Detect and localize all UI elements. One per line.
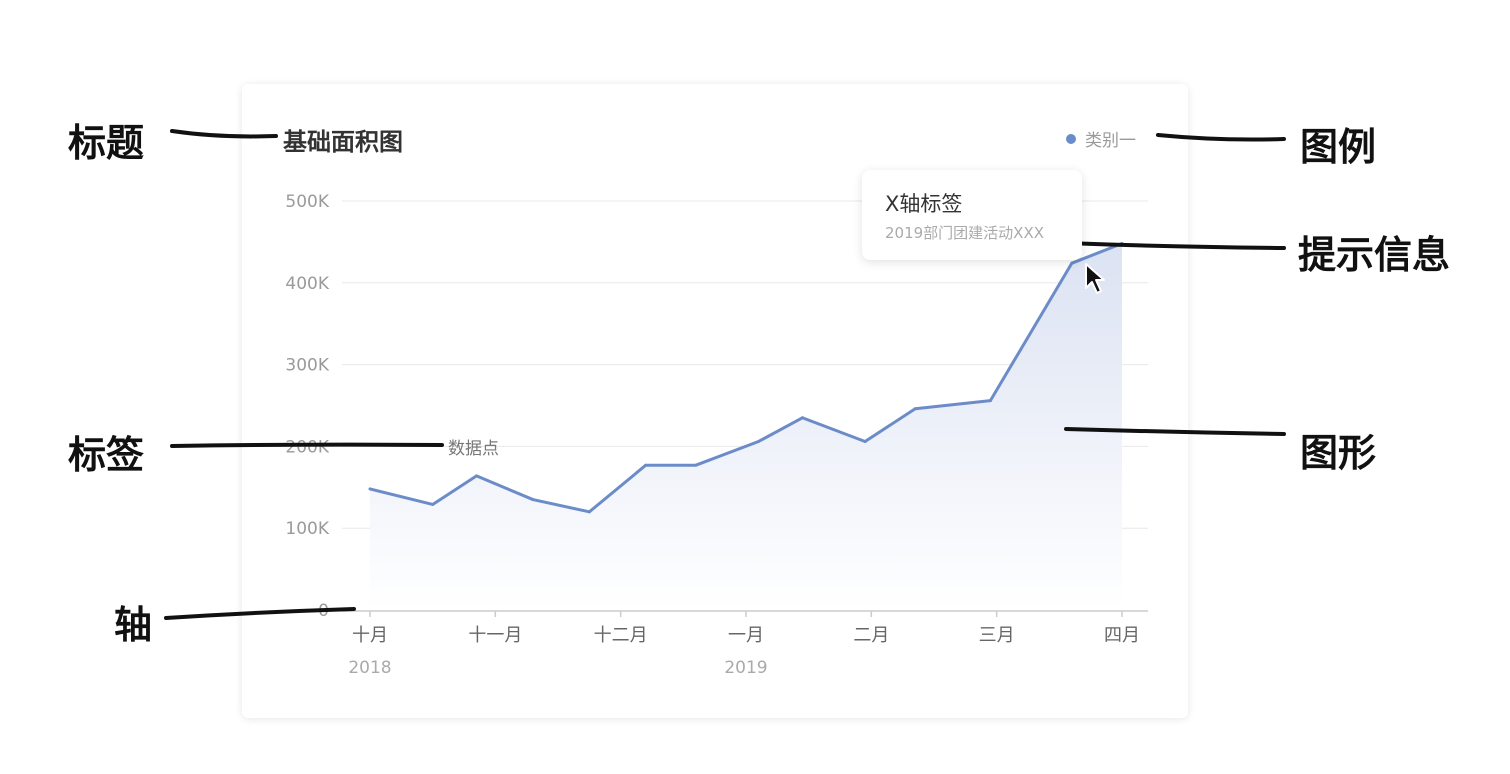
y-tick-label: 400K	[285, 274, 329, 294]
data-point	[644, 463, 648, 467]
legend-marker-icon	[1066, 133, 1076, 144]
data-point	[757, 439, 761, 443]
data-point	[694, 463, 698, 467]
x-tick-label: 四月	[1104, 625, 1140, 646]
annotation-tooltip-leader	[1064, 241, 1286, 250]
y-tick-label: 500K	[285, 192, 329, 212]
data-point	[800, 416, 804, 420]
tooltip-title: X轴标签	[885, 192, 963, 216]
data-point	[531, 498, 535, 502]
tooltip: X轴标签 2019部门团建活动XXX	[862, 170, 1082, 260]
annotation-tooltip: 提示信息	[1298, 233, 1451, 277]
tooltip-subtitle: 2019部门团建活动XXX	[885, 224, 1045, 242]
data-point	[368, 487, 372, 491]
series-line	[369, 242, 1123, 514]
x-year-label: 2018	[348, 658, 391, 678]
annotation-legend: 图例	[1300, 125, 1377, 169]
legend[interactable]: 类别一	[1066, 126, 1136, 151]
x-tick-label: 三月	[979, 625, 1015, 646]
x-tick-label: 一月	[728, 625, 764, 646]
data-point	[863, 439, 867, 443]
data-point	[988, 399, 992, 403]
annotation-title: 标题	[68, 121, 145, 165]
annotation-title-leader	[170, 129, 278, 139]
y-tick-label: 200K	[285, 437, 329, 457]
x-tick-label: 十月	[352, 625, 388, 646]
annotation-label-leader	[170, 442, 444, 448]
data-point	[1070, 261, 1074, 265]
data-point	[587, 510, 591, 514]
legend-label: 类别一	[1085, 131, 1136, 151]
data-point	[475, 474, 479, 478]
mouse-pointer-icon	[1085, 263, 1105, 294]
chart-title: 基础面积图	[283, 128, 403, 156]
data-point	[431, 502, 435, 506]
annotation-shape: 图形	[1300, 431, 1377, 475]
y-tick-label: 300K	[285, 356, 329, 376]
x-year-label: 2019	[724, 658, 767, 678]
annotation-shape-leader	[1064, 427, 1286, 436]
annotation-legend-leader	[1156, 133, 1286, 142]
data-point	[913, 407, 917, 411]
data-point-label: 数据点	[448, 439, 499, 459]
area-fill	[370, 243, 1122, 610]
x-tick-label: 十一月	[468, 625, 522, 646]
annotation-axis-leader	[164, 607, 356, 620]
x-tick-label: 二月	[853, 625, 889, 646]
y-tick-label: 100K	[285, 519, 329, 539]
annotation-axis: 轴	[114, 603, 153, 647]
annotation-label: 标签	[68, 433, 145, 477]
x-tick-label: 十二月	[594, 625, 648, 646]
